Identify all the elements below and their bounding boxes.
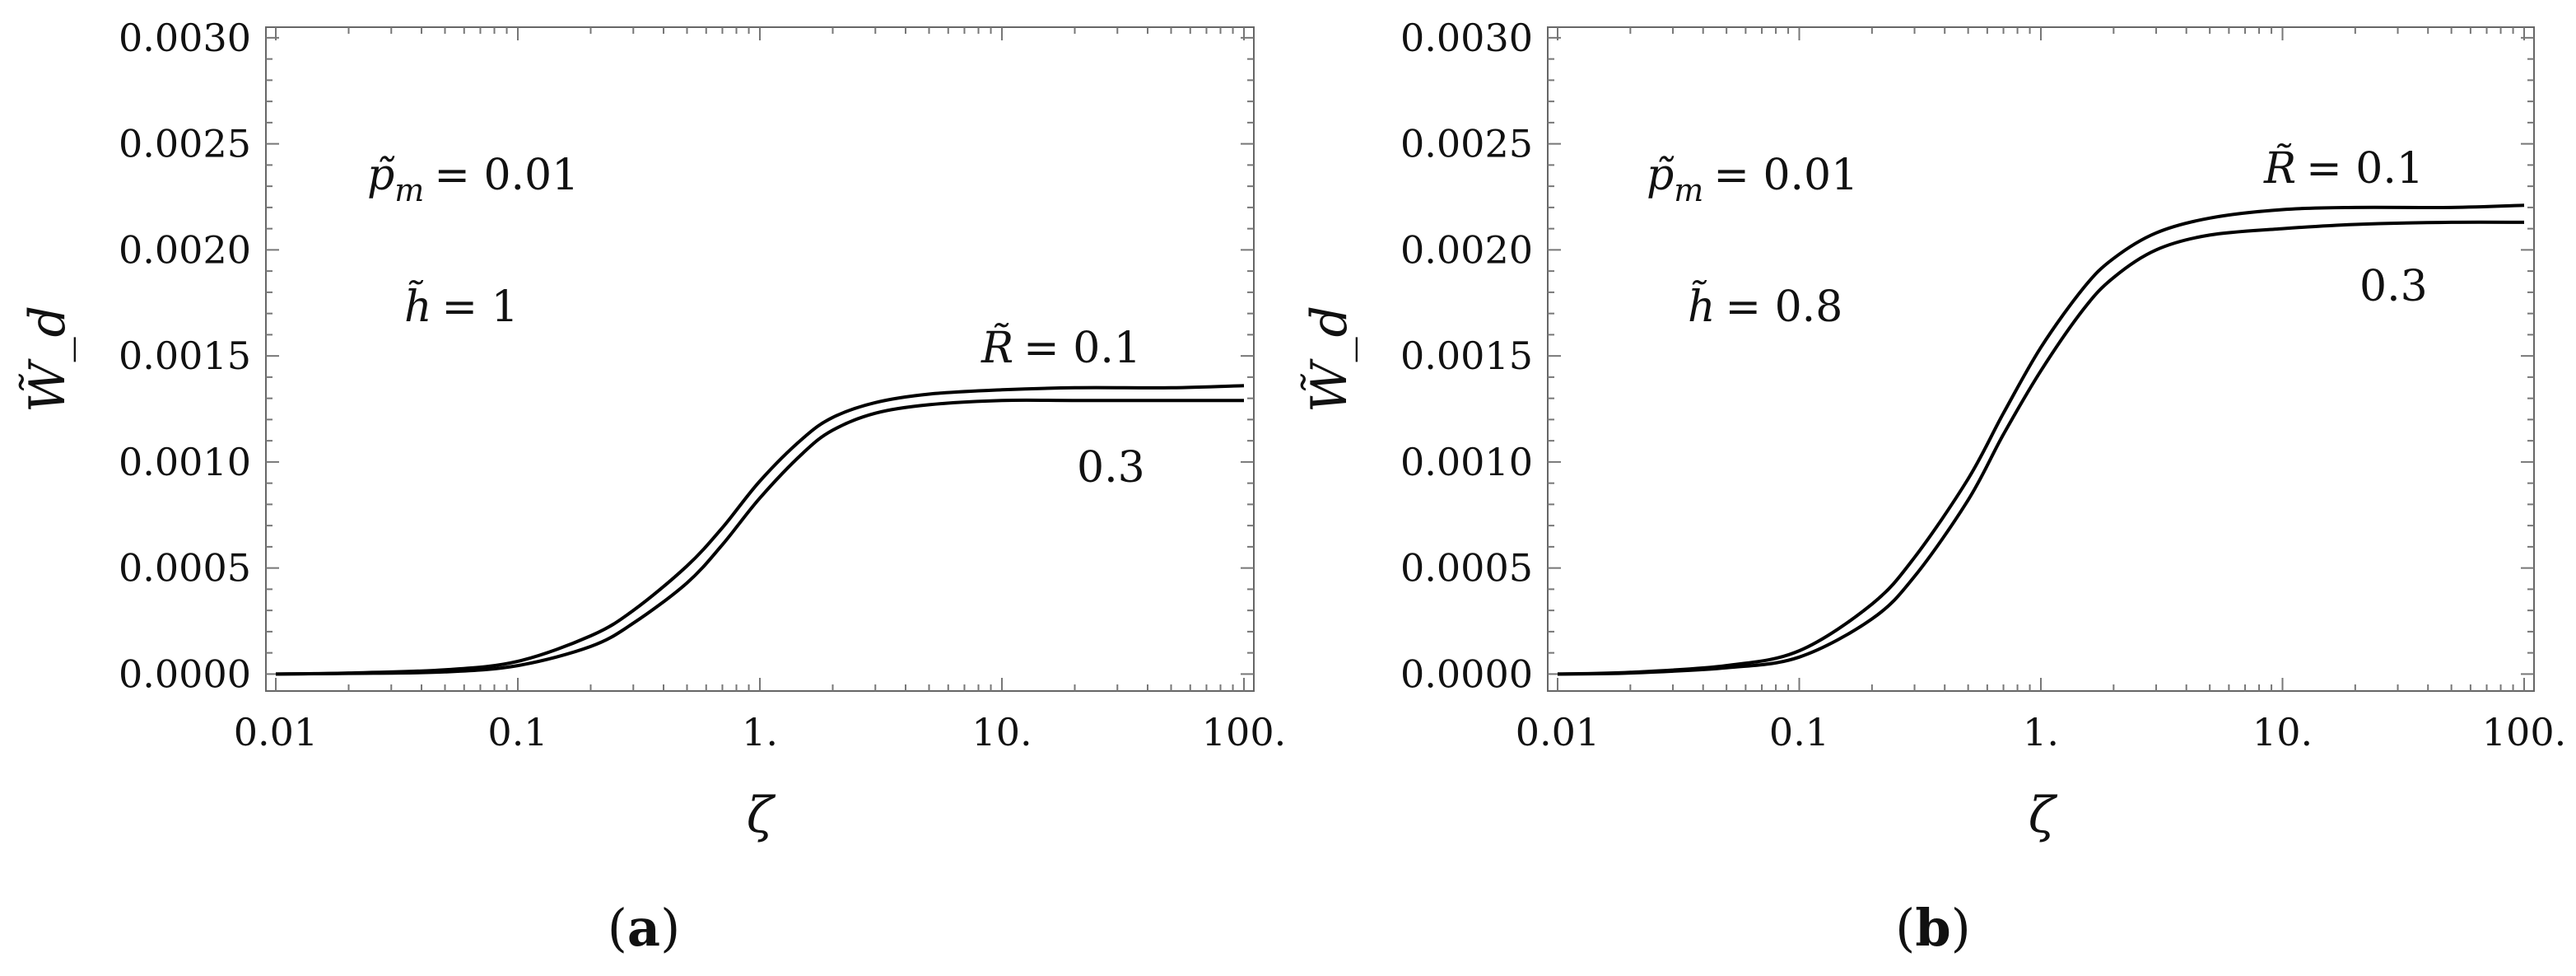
x-tick-label: 1. xyxy=(2023,710,2059,754)
annotation-pm: p̃m = 0.01 xyxy=(367,151,579,208)
y-axis-label: W̃_d xyxy=(1300,306,1358,413)
y-tick-label: 0.0000 xyxy=(119,651,251,696)
annotation-h: h̃ = 0.8 xyxy=(1688,280,1842,332)
y-tick-label: 0.0020 xyxy=(1400,227,1533,272)
annotation-R: R̃ = 0.1 xyxy=(981,323,1141,373)
panel-label: (b) xyxy=(1895,898,1971,958)
x-tick-label: 10. xyxy=(971,710,1032,754)
x-axis-label: ζ xyxy=(2029,787,2058,844)
panel-a: 0.0000 0.0005 0.0010 0.0015 0.0020 0.0025 0.00… xyxy=(18,16,1286,958)
y-tick-label: 0.0005 xyxy=(1400,546,1533,591)
x-tick-label: 100. xyxy=(2482,710,2566,754)
y-tick-label: 0.0010 xyxy=(119,440,251,484)
annotation-R: R̃ = 0.1 xyxy=(2263,143,2424,194)
y-tick-label: 0.0030 xyxy=(1400,16,1533,60)
y-tick-label: 0.0015 xyxy=(1400,334,1533,378)
series-line-2 xyxy=(275,398,1244,676)
y-ticks: 0.0000 0.0005 0.0010 0.0015 0.0020 0.0025 0.00… xyxy=(119,16,1254,696)
x-tick-label: 1. xyxy=(742,710,778,754)
annotation-h: h̃ = 1 xyxy=(404,280,519,332)
y-ticks: 0.0000 0.0005 0.0010 0.0015 0.0020 0.0025 0.00… xyxy=(1400,16,2534,696)
annotation-R2: 0.3 xyxy=(2359,262,2428,311)
x-ticks: 0.01 0.1 1. 10. 100. xyxy=(1516,27,2566,754)
plot-frame xyxy=(1547,26,2535,692)
x-tick-label: 0.1 xyxy=(1769,710,1829,754)
x-tick-label: 0.01 xyxy=(234,710,318,754)
x-tick-label: 100. xyxy=(1202,710,1286,754)
x-ticks: 0.01 0.1 1. 10. 100. xyxy=(234,27,1286,754)
y-tick-label: 0.0015 xyxy=(119,334,251,378)
y-tick-label: 0.0005 xyxy=(119,546,251,591)
y-tick-label: 0.0025 xyxy=(119,122,251,166)
annotation-pm: p̃m = 0.01 xyxy=(1647,151,1858,208)
series-line-2 xyxy=(1557,220,2525,676)
x-tick-label: 0.01 xyxy=(1516,710,1600,754)
y-tick-label: 0.0000 xyxy=(1400,651,1533,696)
annotation-R2: 0.3 xyxy=(1077,443,1145,493)
x-tick-label: 10. xyxy=(2252,710,2313,754)
y-tick-label: 0.0030 xyxy=(119,16,251,60)
series-line-1 xyxy=(1557,203,2525,676)
y-tick-label: 0.0025 xyxy=(1400,122,1533,166)
y-axis-symbol: W̃_d xyxy=(1300,306,1358,413)
y-axis-symbol: W̃_d xyxy=(18,306,77,413)
panel-label: (a) xyxy=(608,898,681,958)
y-axis-label: W̃_d xyxy=(18,306,77,413)
series-line-1 xyxy=(275,384,1245,676)
curves xyxy=(275,384,1245,676)
y-tick-label: 0.0020 xyxy=(119,227,251,272)
y-tick-label: 0.0010 xyxy=(1400,440,1533,484)
curves xyxy=(1557,203,2525,676)
x-tick-label: 0.1 xyxy=(487,710,547,754)
panel-b: 0.0000 0.0005 0.0010 0.0015 0.0020 0.0025 0.00… xyxy=(1300,16,2566,958)
x-axis-label: ζ xyxy=(747,787,776,844)
